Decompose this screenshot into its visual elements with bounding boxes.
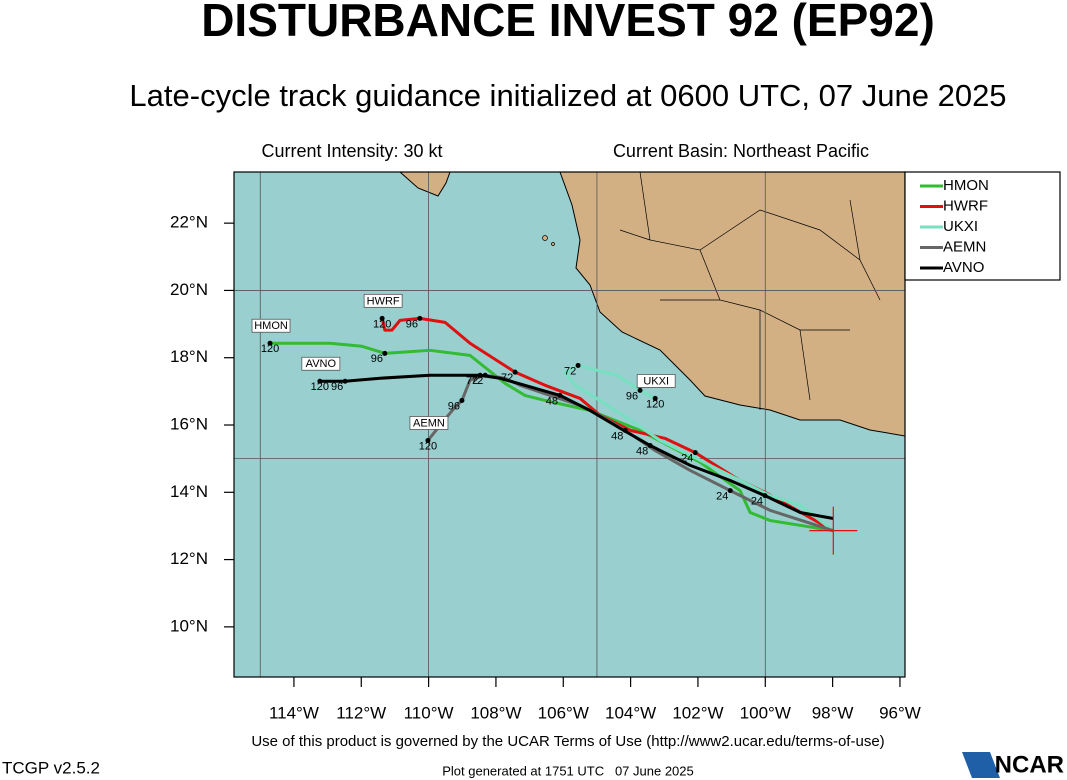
track-point: [482, 372, 488, 378]
track-name-box: [251, 318, 291, 333]
track-name-box: [301, 356, 341, 371]
x-tick-label: 114°W: [269, 703, 319, 722]
hour-label: 24: [751, 496, 763, 508]
track-point: [692, 450, 698, 456]
island: [542, 235, 548, 241]
track-point: [417, 315, 423, 321]
track-name: UKXI: [643, 375, 669, 387]
legend-label: UKXI: [943, 218, 978, 235]
track-point: [557, 392, 563, 398]
track-point: [382, 350, 388, 356]
hour-label: 96: [371, 353, 383, 365]
y-tick-label: 14°N: [170, 482, 208, 501]
legend-entries: HMON HWRF UKXI AEMN AVNO: [920, 177, 989, 276]
x-tick-label: 106°W: [538, 703, 589, 722]
y-tick-label: 10°N: [170, 616, 208, 635]
track-line: [270, 341, 834, 533]
track-point: [762, 493, 768, 499]
hour-label: 48: [611, 430, 623, 442]
hour-label: 72: [501, 372, 513, 384]
track-name: HMON: [254, 320, 288, 332]
hour-label: 24: [716, 491, 728, 503]
track-line: [319, 373, 834, 521]
hour-label: 96: [448, 400, 460, 412]
track-point: [637, 387, 643, 393]
hour-label: 72: [564, 365, 576, 377]
x-tick-label: 96°W: [879, 703, 921, 722]
hour-label: 48: [636, 445, 648, 457]
legend-label: AEMN: [943, 238, 986, 255]
track-name-box: [363, 293, 403, 308]
y-tick-label: 16°N: [170, 414, 208, 433]
x-tick-label: 104°W: [605, 703, 656, 722]
track-point: [512, 369, 518, 375]
track-name: AVNO: [306, 358, 337, 370]
x-tick-label: 100°W: [740, 703, 791, 722]
track-name: AEMN: [413, 417, 445, 429]
tracks: 96120HMON247296120HWRF7296120UKXI2448729…: [251, 293, 858, 555]
legend-label: AVNO: [943, 259, 984, 276]
y-tick-label: 12°N: [170, 549, 208, 568]
track-line: [426, 373, 834, 533]
x-tick-label: 108°W: [470, 703, 521, 722]
x-tick-label: 98°W: [812, 703, 854, 722]
land: [399, 172, 905, 437]
track-point: [652, 395, 658, 401]
x-tick-label: 112°W: [336, 703, 386, 722]
hour-label: 96: [331, 381, 343, 393]
hour-label: 120: [373, 318, 391, 330]
track-name-box: [636, 374, 676, 388]
x-tick-label: 102°W: [672, 703, 723, 722]
logo-mark: [962, 752, 1000, 778]
track-name: HWRF: [367, 295, 400, 307]
chart-title: DISTURBANCE INVEST 92 (EP92): [201, 0, 935, 46]
y-tick-label: 22°N: [170, 213, 208, 232]
track-point: [622, 427, 628, 433]
hour-label: 24: [681, 452, 693, 464]
track-line: [563, 363, 835, 532]
y-tick-label: 20°N: [170, 280, 208, 299]
terms: Use of this product is governed by the U…: [251, 733, 884, 750]
track-point: [647, 443, 653, 449]
mainland: [559, 172, 905, 437]
logo: NCAR: [995, 751, 1064, 778]
track-point: [267, 340, 273, 346]
hour-label: 96: [406, 318, 418, 330]
hour-label: 48: [546, 395, 558, 407]
grid: [234, 172, 905, 677]
hour-label: 120: [646, 398, 664, 410]
hour-label: 72: [466, 375, 478, 387]
basin: Current Basin: Northeast Pacific: [613, 141, 869, 161]
hour-label: 96: [626, 390, 638, 402]
baja-tip: [399, 172, 451, 197]
track-point: [477, 372, 483, 378]
legend-label: HWRF: [943, 197, 988, 214]
hour-label: 120: [261, 343, 279, 355]
x-tick-label: 110°W: [404, 703, 454, 722]
generated: Plot generated at 1751 UTC 07 June 2025: [442, 763, 694, 778]
legend-label: HMON: [943, 177, 989, 194]
track-point: [575, 362, 581, 368]
track-point: [317, 378, 323, 384]
track-point: [459, 397, 465, 403]
track-point: [379, 315, 385, 321]
chart-subtitle: Late-cycle track guidance initialized at…: [129, 78, 1006, 113]
track-line: [380, 316, 835, 532]
version: TCGP v2.5.2: [2, 758, 100, 777]
island: [551, 242, 555, 246]
hour-label: 72: [471, 375, 483, 387]
hour-label: 120: [419, 440, 437, 452]
track-name-box: [409, 416, 449, 430]
hour-label: 120: [311, 381, 329, 393]
intensity: Current Intensity: 30 kt: [261, 141, 442, 161]
track-point: [342, 378, 348, 384]
y-tick-label: 18°N: [170, 347, 208, 366]
state-borders: [619, 172, 881, 410]
track-point: [727, 488, 733, 494]
track-point: [425, 437, 431, 443]
